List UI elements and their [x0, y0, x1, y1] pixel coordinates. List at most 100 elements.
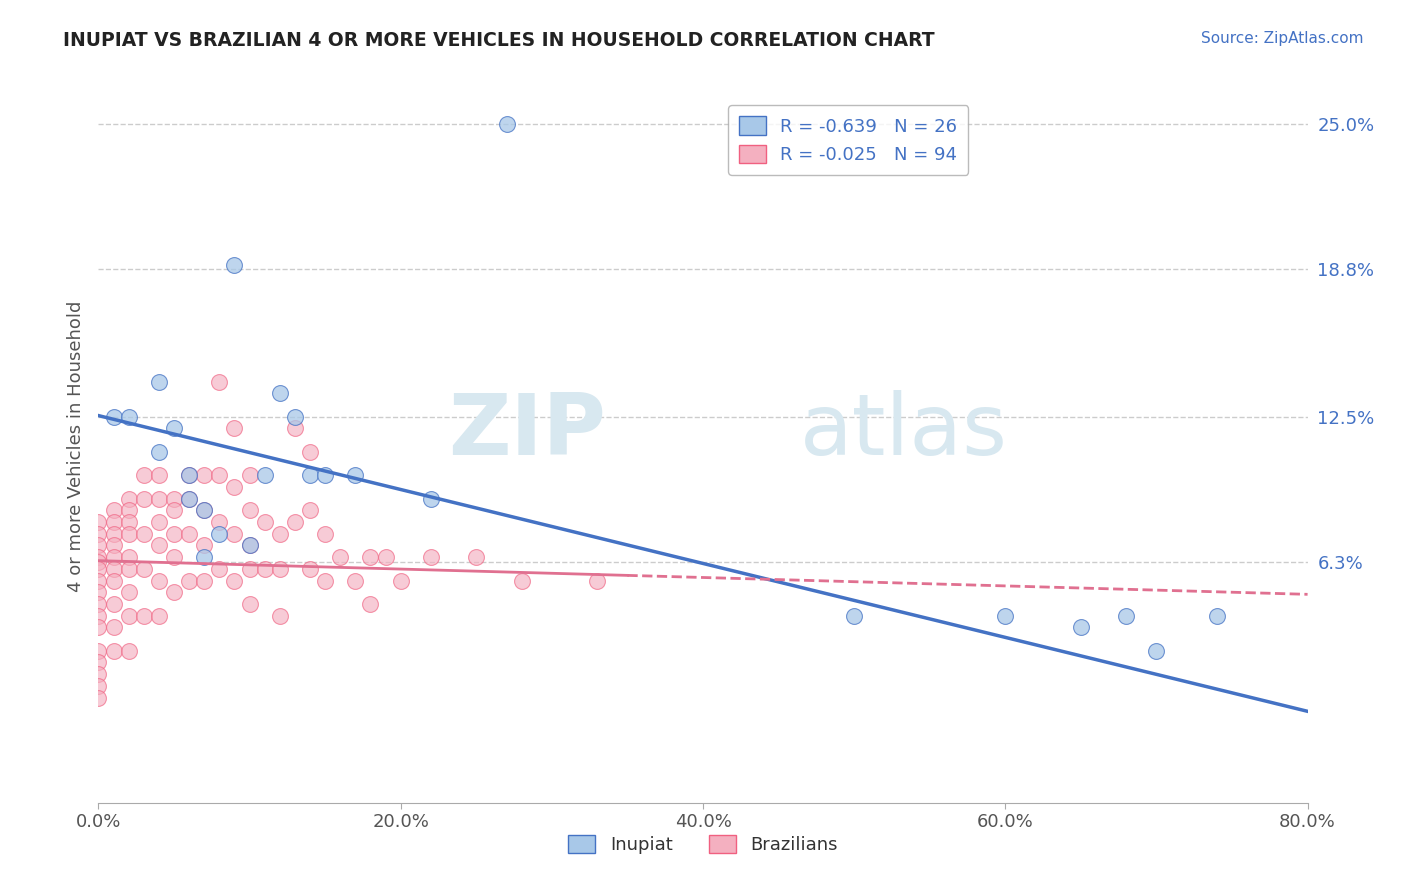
Point: [103, 562, 125, 576]
Point: [224, 574, 246, 588]
Point: [103, 574, 125, 588]
Point: [118, 562, 141, 576]
Point: [103, 620, 125, 634]
Point: [163, 550, 186, 565]
Point: [87, 679, 110, 693]
Point: [193, 503, 215, 517]
Point: [193, 468, 215, 483]
Point: [208, 515, 231, 529]
Point: [87, 597, 110, 611]
Point: [179, 468, 201, 483]
Point: [148, 445, 170, 459]
Point: [224, 421, 246, 435]
Point: [360, 597, 382, 611]
Point: [844, 608, 866, 623]
Point: [87, 515, 110, 529]
Point: [87, 644, 110, 658]
Point: [239, 468, 262, 483]
Point: [465, 550, 488, 565]
Point: [420, 491, 443, 506]
Point: [87, 574, 110, 588]
Point: [87, 555, 110, 569]
Point: [208, 562, 231, 576]
Point: [132, 608, 155, 623]
Point: [193, 574, 215, 588]
Point: [118, 526, 141, 541]
Point: [299, 503, 322, 517]
Point: [224, 480, 246, 494]
Point: [360, 550, 382, 565]
Point: [103, 409, 125, 424]
Point: [314, 574, 336, 588]
Point: [118, 644, 141, 658]
Point: [1144, 644, 1167, 658]
Point: [163, 526, 186, 541]
Point: [132, 526, 155, 541]
Point: [299, 445, 322, 459]
Point: [132, 491, 155, 506]
Point: [148, 491, 170, 506]
Legend: Inupiat, Brazilians: Inupiat, Brazilians: [557, 824, 849, 865]
Point: [239, 538, 262, 552]
Point: [148, 515, 170, 529]
Point: [344, 574, 367, 588]
Point: [118, 515, 141, 529]
Point: [344, 468, 367, 483]
Point: [269, 386, 291, 401]
Point: [87, 690, 110, 705]
Point: [118, 409, 141, 424]
Point: [148, 375, 170, 389]
Point: [994, 608, 1017, 623]
Point: [87, 608, 110, 623]
Point: [87, 585, 110, 599]
Point: [118, 491, 141, 506]
Point: [586, 574, 609, 588]
Point: [314, 468, 336, 483]
Point: [179, 491, 201, 506]
Point: [239, 503, 262, 517]
Point: [208, 526, 231, 541]
Point: [193, 538, 215, 552]
Point: [118, 585, 141, 599]
Point: [1206, 608, 1229, 623]
Point: [87, 562, 110, 576]
Point: [163, 503, 186, 517]
Point: [420, 550, 443, 565]
Point: [269, 526, 291, 541]
Point: [103, 597, 125, 611]
Text: atlas: atlas: [800, 390, 1008, 474]
Point: [118, 608, 141, 623]
Point: [87, 550, 110, 565]
Point: [179, 574, 201, 588]
Point: [103, 550, 125, 565]
Point: [239, 538, 262, 552]
Point: [87, 538, 110, 552]
Text: Source: ZipAtlas.com: Source: ZipAtlas.com: [1201, 31, 1364, 46]
Point: [103, 515, 125, 529]
Point: [148, 538, 170, 552]
Point: [163, 491, 186, 506]
Point: [118, 503, 141, 517]
Text: ZIP: ZIP: [449, 390, 606, 474]
Point: [224, 258, 246, 272]
Point: [148, 608, 170, 623]
Point: [253, 515, 276, 529]
Point: [253, 562, 276, 576]
Point: [269, 562, 291, 576]
Point: [224, 526, 246, 541]
Point: [163, 421, 186, 435]
Point: [299, 562, 322, 576]
Point: [495, 117, 517, 131]
Point: [179, 468, 201, 483]
Point: [284, 421, 307, 435]
Point: [284, 515, 307, 529]
Point: [87, 620, 110, 634]
Point: [148, 574, 170, 588]
Point: [284, 409, 307, 424]
Point: [208, 375, 231, 389]
Y-axis label: 4 or more Vehicles in Household: 4 or more Vehicles in Household: [66, 301, 84, 591]
Point: [374, 550, 396, 565]
Point: [193, 550, 215, 565]
Point: [179, 491, 201, 506]
Point: [193, 503, 215, 517]
